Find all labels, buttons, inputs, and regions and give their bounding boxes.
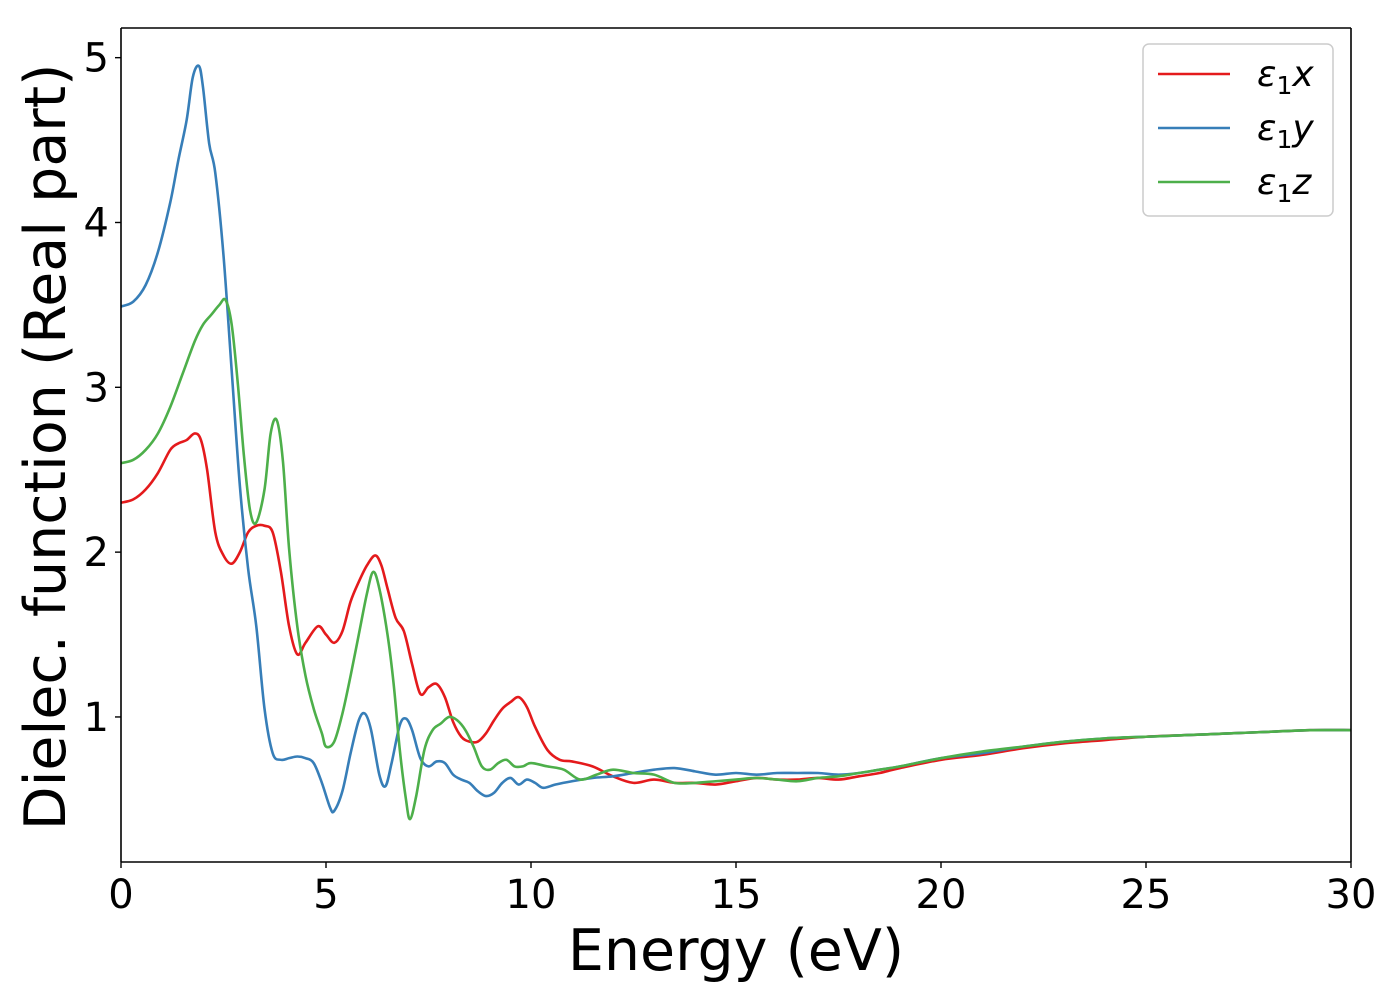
y-tick-label: 2 [84, 530, 109, 576]
ticks-layer: 0 5 10 15 20 25 30 1 2 3 4 5 [84, 36, 1377, 918]
x-tick-label: 20 [916, 872, 967, 918]
y-tick-label: 5 [84, 36, 109, 82]
legend-label-z: ε1z [1257, 162, 1312, 208]
legend-label-x: ε1x [1257, 54, 1314, 100]
x-tick-label: 15 [711, 872, 762, 918]
x-tick-label: 30 [1326, 872, 1377, 918]
y-axis-label: Dielec. function (Real part) [13, 64, 79, 831]
y-tick-label: 3 [84, 365, 109, 411]
x-tick-label: 10 [506, 872, 557, 918]
series-line-z [121, 297, 1351, 821]
series-line-y [121, 64, 1351, 814]
x-tick-label: 0 [108, 872, 133, 918]
y-tick-label: 1 [84, 695, 109, 741]
legend-label-y: ε1y [1257, 108, 1314, 154]
series-layer [121, 64, 1351, 821]
legend: ε1x ε1y ε1z [1142, 43, 1334, 217]
y-tick-label: 4 [84, 200, 109, 246]
series-line-x [121, 432, 1351, 786]
x-tick-label: 5 [313, 872, 338, 918]
legend-box [1142, 43, 1334, 217]
x-axis-label: Energy (eV) [568, 918, 904, 984]
x-tick-label: 25 [1121, 872, 1172, 918]
